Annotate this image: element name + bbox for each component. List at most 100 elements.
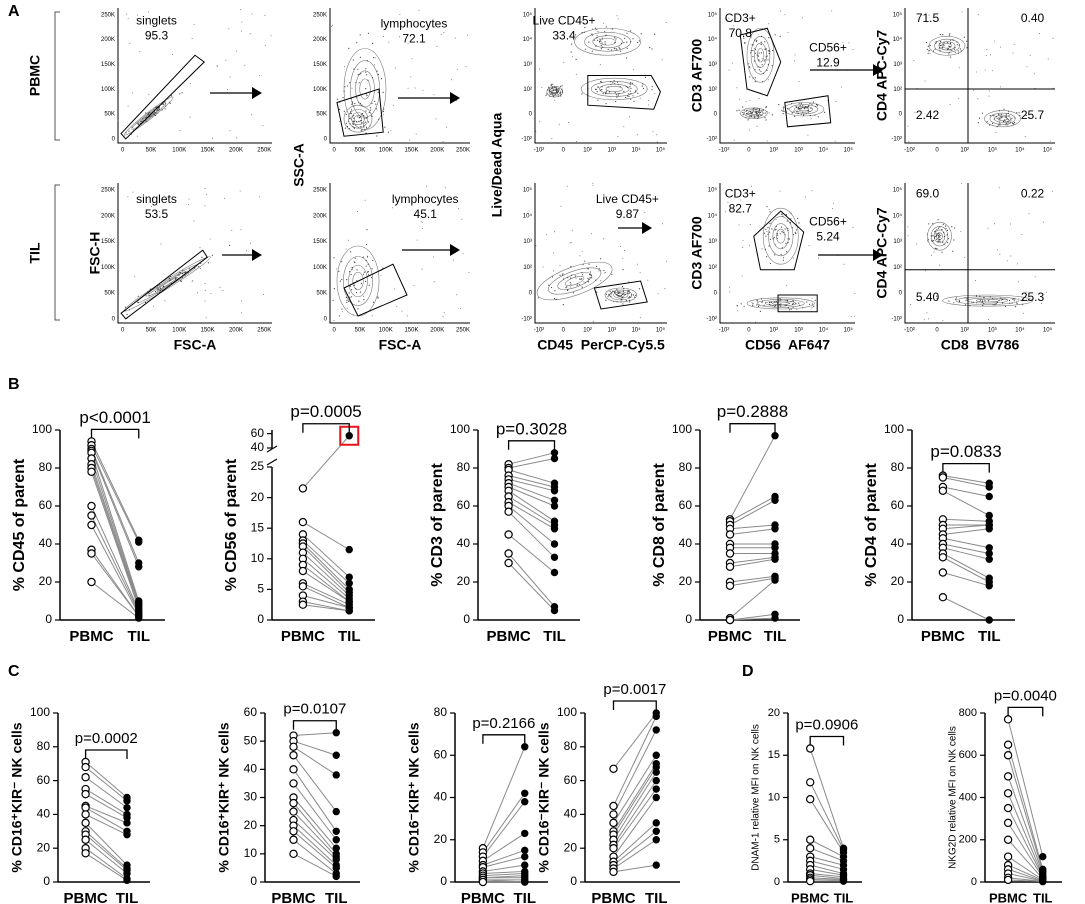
event-dot bbox=[764, 41, 766, 43]
event-dot bbox=[1009, 121, 1011, 123]
event-dot bbox=[598, 268, 600, 270]
event-dot bbox=[341, 260, 343, 262]
event-dot bbox=[644, 76, 647, 78]
event-dot bbox=[359, 103, 362, 105]
gate-name: singlets bbox=[136, 14, 177, 28]
event-dot bbox=[750, 185, 752, 187]
data-point bbox=[609, 764, 618, 773]
event-dot bbox=[638, 40, 640, 42]
y-tick-label: 40 bbox=[457, 536, 471, 550]
contour bbox=[746, 27, 775, 83]
event-dot bbox=[593, 39, 595, 41]
event-dot bbox=[349, 112, 351, 114]
event-dot bbox=[781, 247, 783, 249]
event-dot bbox=[344, 127, 347, 129]
event-dot bbox=[375, 103, 377, 105]
event-dot bbox=[542, 266, 544, 268]
event-dot bbox=[131, 92, 133, 94]
event-dot bbox=[756, 125, 758, 127]
event-dot bbox=[985, 55, 987, 57]
event-dot bbox=[157, 288, 159, 290]
event-dot bbox=[632, 38, 634, 40]
event-dot bbox=[170, 95, 173, 97]
event-dot bbox=[767, 63, 770, 66]
data-point bbox=[550, 568, 559, 577]
event-dot bbox=[810, 118, 812, 120]
event-dot bbox=[409, 139, 411, 141]
event-dot bbox=[604, 30, 606, 32]
event-dot bbox=[351, 289, 353, 291]
pair-line bbox=[1007, 868, 1043, 882]
event-dot bbox=[592, 28, 594, 30]
tick-label: 10⁵ bbox=[844, 147, 854, 154]
event-dot bbox=[401, 310, 403, 312]
event-dot bbox=[446, 126, 448, 128]
event-dot bbox=[182, 272, 184, 275]
y-axis-label: % CD4 of parent bbox=[863, 463, 880, 587]
event-dot bbox=[561, 90, 563, 92]
event-dot bbox=[628, 95, 630, 97]
event-dot bbox=[964, 257, 966, 259]
event-dot bbox=[1002, 298, 1004, 300]
plot-axes bbox=[534, 8, 667, 144]
event-dot bbox=[736, 110, 738, 112]
event-dot bbox=[358, 82, 360, 84]
gate bbox=[343, 263, 408, 317]
event-dot bbox=[946, 48, 949, 51]
event-dot bbox=[1016, 301, 1018, 303]
y-tick-label: 20 bbox=[434, 832, 448, 846]
event-dot bbox=[769, 51, 771, 53]
event-dot bbox=[747, 119, 749, 121]
pair-line bbox=[85, 839, 128, 874]
pair-line bbox=[1007, 839, 1044, 880]
event-dot bbox=[753, 107, 756, 109]
contour bbox=[746, 297, 815, 310]
event-dot bbox=[618, 46, 620, 48]
tick-label: 250K bbox=[101, 12, 115, 18]
event-dot bbox=[854, 293, 856, 295]
event-dot bbox=[795, 229, 798, 231]
event-dot bbox=[927, 240, 929, 242]
event-dot bbox=[554, 99, 556, 101]
event-dot bbox=[756, 39, 758, 42]
data-point bbox=[806, 844, 815, 853]
pair-line bbox=[1007, 755, 1044, 872]
event-dot bbox=[345, 122, 347, 124]
event-dot bbox=[553, 92, 555, 94]
event-dot bbox=[629, 86, 631, 88]
event-dot bbox=[1008, 299, 1011, 302]
y-tick-label: 0 bbox=[43, 874, 50, 888]
event-dot bbox=[629, 90, 631, 92]
contour bbox=[756, 48, 765, 63]
event-dot bbox=[622, 303, 624, 305]
pair-line bbox=[91, 464, 140, 605]
event-dot bbox=[651, 48, 653, 50]
event-dot bbox=[988, 90, 990, 92]
tick-label: 10³ bbox=[794, 148, 803, 154]
event-dot bbox=[1052, 190, 1054, 192]
event-dot bbox=[117, 243, 119, 245]
event-dot bbox=[760, 43, 762, 46]
tick-label: -10² bbox=[521, 137, 532, 143]
event-dot bbox=[549, 91, 551, 93]
event-dot bbox=[347, 300, 350, 302]
event-dot bbox=[451, 79, 453, 81]
data-point bbox=[652, 751, 660, 759]
event-dot bbox=[628, 296, 631, 298]
event-dot bbox=[388, 41, 390, 43]
event-dot bbox=[958, 67, 960, 69]
event-dot bbox=[651, 85, 653, 87]
event-dot bbox=[349, 123, 351, 125]
event-dot bbox=[813, 305, 815, 307]
event-dot bbox=[782, 106, 785, 108]
event-dot bbox=[1000, 297, 1002, 299]
event-dot bbox=[588, 263, 590, 265]
event-dot bbox=[584, 48, 586, 50]
event-dot bbox=[977, 14, 979, 16]
event-dot bbox=[1002, 120, 1005, 122]
event-dot bbox=[416, 239, 418, 241]
data-point bbox=[289, 849, 298, 859]
data-point bbox=[87, 549, 96, 558]
event-dot bbox=[946, 229, 949, 231]
tick-label: 10⁵ bbox=[708, 187, 718, 194]
